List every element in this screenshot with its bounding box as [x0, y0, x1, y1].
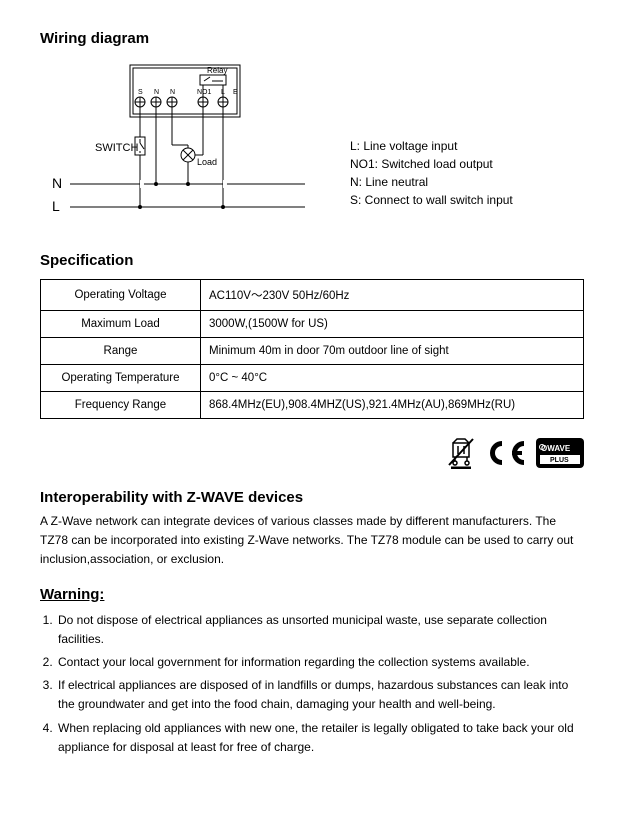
- wiring-legend: L: Line voltage input NO1: Switched load…: [350, 137, 513, 209]
- list-item: When replacing old appliances with new o…: [56, 719, 584, 757]
- relay-label: Relay: [207, 66, 227, 75]
- n-rail-label: N: [52, 175, 62, 191]
- spec-value: 0°C ~ 40°C: [201, 365, 584, 392]
- spec-value: 3000W,(1500W for US): [201, 311, 584, 338]
- spec-table: Operating VoltageAC110V～230V 50Hz/60HzMa…: [40, 279, 584, 419]
- compliance-icons: OWAVE PLUS: [40, 437, 584, 469]
- table-row: Maximum Load3000W,(1500W for US): [41, 311, 584, 338]
- list-item: Contact your local government for inform…: [56, 653, 584, 672]
- spec-heading: Specification: [40, 252, 584, 269]
- legend-l: L: Line voltage input: [350, 137, 513, 155]
- spec-value: 868.4MHz(EU),908.4MHZ(US),921.4MHz(AU),8…: [201, 392, 584, 419]
- table-row: Frequency Range868.4MHz(EU),908.4MHZ(US)…: [41, 392, 584, 419]
- spec-value: AC110V～230V 50Hz/60Hz: [201, 280, 584, 311]
- spec-value: Minimum 40m in door 70m outdoor line of …: [201, 338, 584, 365]
- svg-text:S: S: [138, 89, 143, 96]
- spec-label: Maximum Load: [41, 311, 201, 338]
- svg-text:E: E: [233, 89, 238, 96]
- legend-s: S: Connect to wall switch input: [350, 191, 513, 209]
- table-row: Operating Temperature0°C ~ 40°C: [41, 365, 584, 392]
- warning-list: Do not dispose of electrical appliances …: [40, 611, 584, 757]
- svg-text:L: L: [221, 89, 225, 96]
- zwave-plus-icon: OWAVE PLUS: [536, 438, 584, 468]
- svg-text:PLUS: PLUS: [550, 457, 569, 464]
- legend-no1: NO1: Switched load output: [350, 155, 513, 173]
- interop-section: Interoperability with Z-WAVE devices A Z…: [40, 489, 584, 570]
- table-row: Operating VoltageAC110V～230V 50Hz/60Hz: [41, 280, 584, 311]
- legend-n: N: Line neutral: [350, 173, 513, 191]
- spec-label: Operating Temperature: [41, 365, 201, 392]
- spec-label: Operating Voltage: [41, 280, 201, 311]
- interop-body: A Z-Wave network can integrate devices o…: [40, 512, 584, 570]
- svg-text:N: N: [170, 89, 175, 96]
- spec-label: Range: [41, 338, 201, 365]
- load-label: Load: [197, 157, 217, 167]
- wiring-diagram-area: Relay S N: [40, 57, 584, 227]
- svg-text:N: N: [154, 89, 159, 96]
- list-item: If electrical appliances are disposed of…: [56, 676, 584, 714]
- spec-label: Frequency Range: [41, 392, 201, 419]
- ce-icon: [485, 438, 527, 468]
- warning-heading: Warning:: [40, 586, 584, 603]
- switch-label: SWITCH: [95, 142, 138, 154]
- wiring-heading: Wiring diagram: [40, 30, 584, 47]
- svg-text:NO1: NO1: [197, 89, 212, 96]
- list-item: Do not dispose of electrical appliances …: [56, 611, 584, 649]
- interop-heading: Interoperability with Z-WAVE devices: [40, 489, 584, 506]
- wiring-diagram: Relay S N: [40, 57, 310, 227]
- weee-icon: [447, 437, 475, 469]
- table-row: RangeMinimum 40m in door 70m outdoor lin…: [41, 338, 584, 365]
- l-rail-label: L: [52, 198, 60, 214]
- svg-text:OWAVE: OWAVE: [541, 444, 571, 453]
